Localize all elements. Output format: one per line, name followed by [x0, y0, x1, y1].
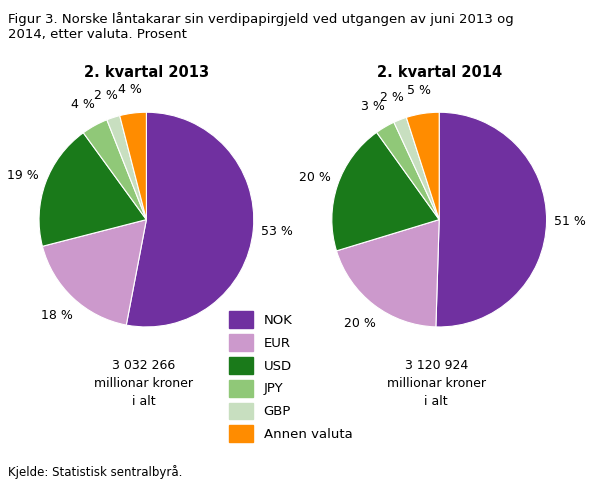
Text: 20 %: 20 % — [300, 171, 331, 184]
Text: 51 %: 51 % — [554, 215, 586, 228]
Wedge shape — [406, 112, 439, 220]
Wedge shape — [84, 120, 146, 220]
Text: 3 %: 3 % — [361, 100, 385, 113]
Wedge shape — [107, 116, 146, 220]
Wedge shape — [332, 132, 439, 251]
Text: 3 120 924
millionar kroner
i alt: 3 120 924 millionar kroner i alt — [387, 359, 486, 407]
Text: Kjelde: Statistisk sentralbyrå.: Kjelde: Statistisk sentralbyrå. — [8, 465, 182, 479]
Text: Figur 3. Norske låntakarar sin verdipapirgjeld ved utgangen av juni 2013 og
2014: Figur 3. Norske låntakarar sin verdipapi… — [8, 12, 514, 41]
Text: 5 %: 5 % — [407, 84, 431, 97]
Text: 3 032 266
millionar kroner
i alt: 3 032 266 millionar kroner i alt — [94, 359, 193, 407]
Text: 20 %: 20 % — [343, 317, 376, 330]
Wedge shape — [436, 112, 547, 327]
Legend: NOK, EUR, USD, JPY, GBP, Annen valuta: NOK, EUR, USD, JPY, GBP, Annen valuta — [229, 311, 353, 442]
Wedge shape — [120, 112, 146, 220]
Text: 2 %: 2 % — [94, 88, 118, 102]
Wedge shape — [43, 220, 146, 325]
Wedge shape — [376, 122, 439, 220]
Wedge shape — [39, 133, 146, 246]
Title: 2. kvartal 2013: 2. kvartal 2013 — [84, 65, 209, 80]
Wedge shape — [337, 220, 439, 327]
Wedge shape — [126, 112, 254, 327]
Text: 53 %: 53 % — [261, 225, 293, 239]
Title: 2. kvartal 2014: 2. kvartal 2014 — [376, 65, 502, 80]
Text: 19 %: 19 % — [7, 169, 39, 182]
Text: 4 %: 4 % — [71, 98, 95, 111]
Wedge shape — [394, 118, 439, 220]
Text: 18 %: 18 % — [41, 308, 73, 322]
Text: 4 %: 4 % — [118, 83, 142, 96]
Text: 2 %: 2 % — [379, 91, 403, 104]
